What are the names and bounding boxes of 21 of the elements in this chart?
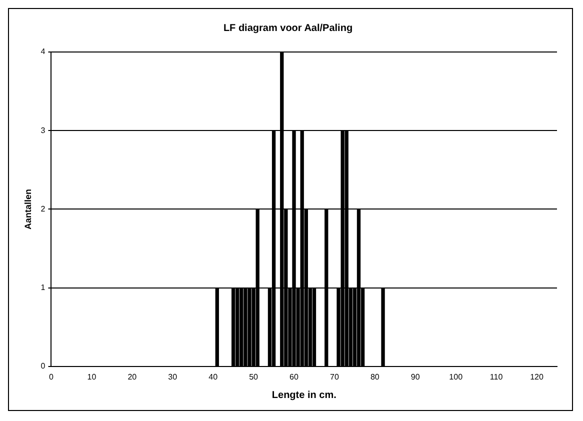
x-tick-label: 10	[87, 372, 97, 382]
y-tick-label: 4	[40, 47, 46, 56]
chart-title: LF diagram voor Aal/Paling	[223, 22, 353, 34]
y-tick-label: 2	[40, 204, 46, 214]
x-axis-title: Lengte in cm.	[272, 390, 337, 401]
x-tick-label: 90	[410, 372, 420, 382]
x-tick-label: 80	[370, 372, 380, 382]
x-tick-label: 110	[490, 372, 504, 382]
x-tick-label: 60	[290, 372, 300, 382]
x-tick-label: 100	[449, 372, 464, 382]
x-tick-label: 0	[49, 372, 54, 382]
y-tick-label: 3	[40, 126, 46, 135]
y-tick-label: 1	[40, 283, 46, 292]
x-tick-label: 70	[330, 372, 340, 382]
x-tick-label: 40	[208, 372, 218, 382]
x-tick-label: 50	[249, 372, 259, 382]
x-tick-label: 30	[168, 372, 178, 382]
y-axis-title: Aantallen	[22, 188, 33, 230]
y-tick-label: 0	[40, 362, 46, 371]
x-tick-label: 20	[128, 372, 138, 382]
x-tick-label: 120	[530, 372, 544, 382]
